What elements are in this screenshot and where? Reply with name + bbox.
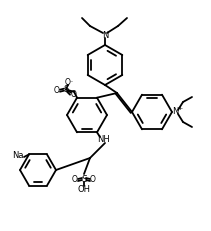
Text: ⁻: ⁻ bbox=[69, 81, 73, 86]
Text: O: O bbox=[54, 86, 60, 95]
Text: N: N bbox=[172, 107, 178, 116]
Text: S: S bbox=[63, 85, 69, 94]
Text: +: + bbox=[177, 106, 183, 110]
Text: O: O bbox=[90, 176, 96, 185]
Text: O: O bbox=[71, 90, 77, 99]
Text: NH: NH bbox=[97, 136, 109, 145]
Text: OH: OH bbox=[77, 185, 91, 195]
Text: N: N bbox=[102, 30, 108, 40]
Text: O: O bbox=[72, 176, 78, 185]
Text: Na: Na bbox=[12, 151, 23, 159]
Text: O: O bbox=[65, 78, 71, 87]
Text: S: S bbox=[81, 174, 87, 183]
